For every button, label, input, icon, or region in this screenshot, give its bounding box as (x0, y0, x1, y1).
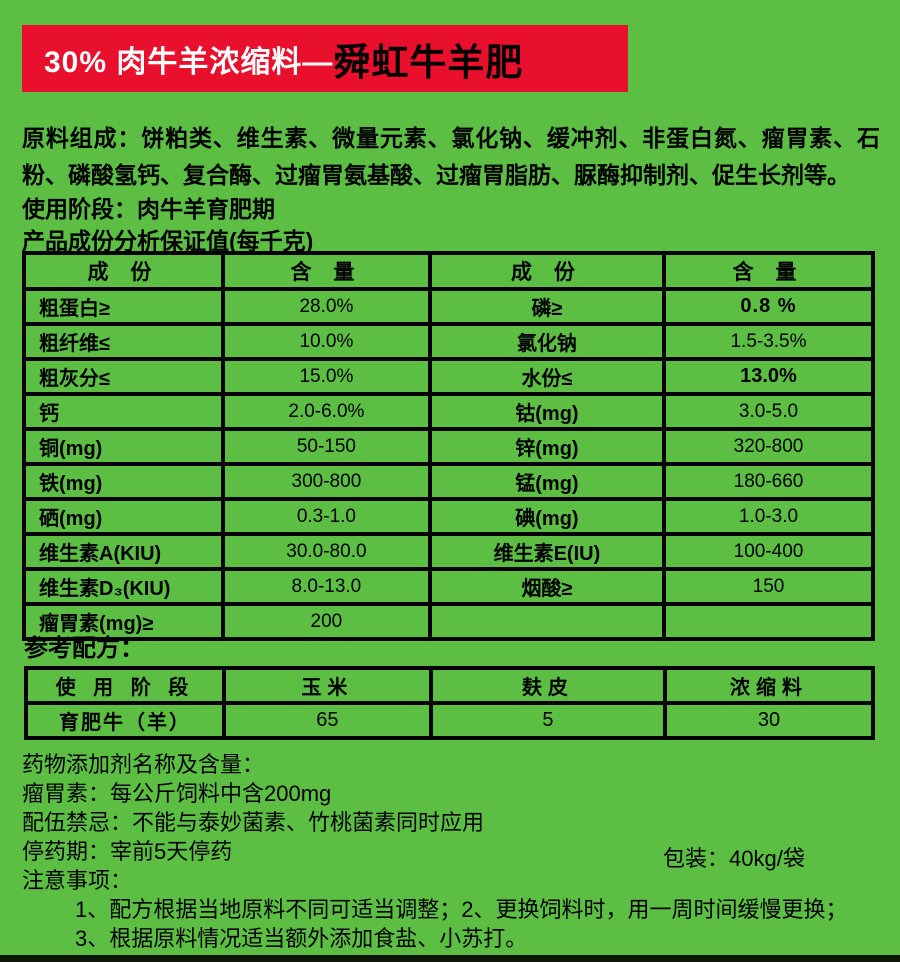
analysis-cell: 碘(mg) (427, 497, 666, 536)
analysis-cell: 150 (661, 567, 876, 606)
analysis-cell: 铜(mg) (22, 427, 225, 466)
precautions-title-line: 注意事项： (22, 868, 133, 893)
formula-header-corn: 玉米 (221, 666, 433, 705)
table-row: 维生素D₃(KIU) 8.0-13.0 烟酸≥ 150 (22, 567, 876, 606)
analysis-cell: 钙 (22, 392, 225, 431)
note-line-1: 1、配方根据当地原料不同可适当调整；2、更换饲料时，用一周时间缓慢更换； (75, 897, 848, 922)
analysis-cell: 铁(mg) (22, 462, 225, 501)
analysis-cell: 200 (220, 602, 432, 641)
bottom-edge-strip (0, 955, 900, 962)
formula-cell: 5 (428, 701, 667, 740)
analysis-cell: 锌(mg) (427, 427, 666, 466)
table-row: 钙 2.0-6.0% 钴(mg) 3.0-5.0 (22, 392, 876, 431)
title-banner: 30% 肉牛羊浓缩料— 舜虹牛羊肥 (22, 25, 628, 92)
analysis-cell: 维生素A(KIU) (22, 532, 225, 571)
analysis-cell: 50-150 (220, 427, 432, 466)
package-spec: 包装：40kg/袋 (663, 846, 805, 871)
formula-cell: 65 (221, 701, 433, 740)
analysis-cell: 硒(mg) (22, 497, 225, 536)
analysis-cell: 15.0% (220, 357, 432, 396)
analysis-cell: 30.0-80.0 (220, 532, 432, 571)
footer-section: 药物添加剂名称及含量： 瘤胃素：每公斤饲料中含200mg 配伍禁忌：不能与泰妙菌… (22, 750, 880, 953)
analysis-cell: 320-800 (661, 427, 876, 466)
analysis-cell: 300-800 (220, 462, 432, 501)
table-row: 铜(mg) 50-150 锌(mg) 320-800 (22, 427, 876, 466)
analysis-cell: 1.0-3.0 (661, 497, 876, 536)
analysis-cell: 8.0-13.0 (220, 567, 432, 606)
analysis-header-content-right: 含 量 (661, 251, 876, 291)
analysis-cell: 粗灰分≤ (22, 357, 225, 396)
intro-section: 原料组成：饼粕类、维生素、微量元素、氯化钠、缓冲剂、非蛋白氮、瘤胃素、石粉、磷酸… (22, 120, 880, 194)
analysis-cell: 100-400 (661, 532, 876, 571)
usage-stage-line: 使用阶段：肉牛羊育肥期 (22, 190, 275, 224)
analysis-header-row: 成 份 含 量 成 份 含 量 (22, 251, 876, 291)
analysis-cell: 28.0% (220, 287, 432, 326)
analysis-cell: 10.0% (220, 322, 432, 361)
table-row: 铁(mg) 300-800 锰(mg) 180-660 (22, 462, 876, 501)
table-row: 粗灰分≤ 15.0% 水份≤ 13.0% (22, 357, 876, 396)
composition-label: 原料组成： (22, 125, 142, 151)
brand-name: 舜虹牛羊肥 (333, 42, 524, 84)
table-row: 维生素A(KIU) 30.0-80.0 维生素E(IU) 100-400 (22, 532, 876, 571)
analysis-table-title: 产品成份分析保证值(每千克) (22, 228, 314, 254)
analysis-cell (427, 602, 666, 641)
analysis-table: 成 份 含 量 成 份 含 量 粗蛋白≥ 28.0% 磷≥ 0.8 % 粗纤维≤… (22, 251, 876, 641)
table-row: 硒(mg) 0.3-1.0 碘(mg) 1.0-3.0 (22, 497, 876, 536)
usage-stage-label: 使用阶段： (22, 196, 137, 222)
analysis-cell: 钴(mg) (427, 392, 666, 431)
analysis-cell: 维生素E(IU) (427, 532, 666, 571)
formula-header-stage: 使 用 阶 段 (24, 666, 226, 705)
analysis-cell: 13.0% (661, 357, 876, 396)
monensin-line: 瘤胃素：每公斤饲料中含200mg (22, 781, 332, 806)
incompatibility-line: 配伍禁忌：不能与泰妙菌素、竹桃菌素同时应用 (22, 810, 485, 835)
analysis-cell: 粗纤维≤ (22, 322, 225, 361)
analysis-cell: 180-660 (661, 462, 876, 501)
table-row: 瘤胃素(mg)≥ 200 (22, 602, 876, 641)
analysis-cell: 维生素D₃(KIU) (22, 567, 225, 606)
formula-table: 使 用 阶 段 玉米 麸皮 浓缩料 育肥牛（羊） 65 5 30 (24, 666, 876, 740)
usage-stage-value: 肉牛羊育肥期 (137, 196, 275, 222)
analysis-cell: 水份≤ (427, 357, 666, 396)
withdrawal-line: 停药期：宰前5天停药 (22, 839, 233, 864)
formula-header-bran: 麸皮 (428, 666, 667, 705)
analysis-cell: 锰(mg) (427, 462, 666, 501)
analysis-cell: 0.8 % (661, 287, 876, 326)
formula-cell: 30 (662, 701, 876, 740)
formula-section-title: 参考配方： (24, 635, 144, 662)
analysis-cell: 烟酸≥ (427, 567, 666, 606)
formula-header-concentrate: 浓缩料 (662, 666, 876, 705)
analysis-header-component-right: 成 份 (427, 251, 666, 291)
composition-paragraph: 原料组成：饼粕类、维生素、微量元素、氯化钠、缓冲剂、非蛋白氮、瘤胃素、石粉、磷酸… (22, 120, 880, 194)
formula-header-row: 使 用 阶 段 玉米 麸皮 浓缩料 (24, 666, 876, 705)
analysis-cell: 氯化钠 (427, 322, 666, 361)
analysis-cell: 磷≥ (427, 287, 666, 326)
table-row: 粗蛋白≥ 28.0% 磷≥ 0.8 % (22, 287, 876, 326)
additive-title-line: 药物添加剂名称及含量： (22, 752, 265, 777)
analysis-cell (661, 602, 876, 641)
analysis-cell: 0.3-1.0 (220, 497, 432, 536)
analysis-cell: 1.5-3.5% (661, 322, 876, 361)
analysis-header-content-left: 含 量 (220, 251, 432, 291)
analysis-cell: 粗蛋白≥ (22, 287, 225, 326)
table-row: 育肥牛（羊） 65 5 30 (24, 701, 876, 740)
formula-cell: 育肥牛（羊） (24, 701, 226, 740)
analysis-cell: 2.0-6.0% (220, 392, 432, 431)
analysis-cell: 3.0-5.0 (661, 392, 876, 431)
product-title: 30% 肉牛羊浓缩料— (44, 45, 334, 79)
table-row: 粗纤维≤ 10.0% 氯化钠 1.5-3.5% (22, 322, 876, 361)
note-line-2: 3、根据原料情况适当额外添加食盐、小苏打。 (75, 926, 528, 951)
composition-text: 饼粕类、维生素、微量元素、氯化钠、缓冲剂、非蛋白氮、瘤胃素、石粉、磷酸氢钙、复合… (22, 125, 881, 188)
analysis-cell: 瘤胃素(mg)≥ (22, 602, 225, 641)
analysis-header-component-left: 成 份 (22, 251, 225, 291)
